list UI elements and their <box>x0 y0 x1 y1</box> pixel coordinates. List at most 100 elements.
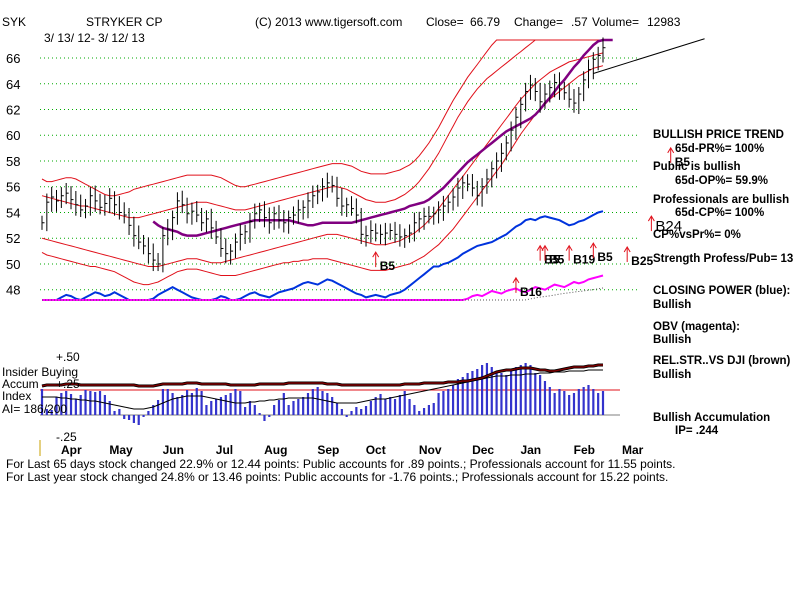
price-bands <box>41 39 604 286</box>
price-bar <box>433 206 437 225</box>
footer-65-days: For Last 65 days stock changed 22.9% or … <box>6 457 676 471</box>
price-tick-label: 58 <box>6 154 20 169</box>
price-bar <box>491 161 495 188</box>
month-label: Jan <box>520 443 541 457</box>
moving-average <box>152 38 613 237</box>
price-bar <box>481 178 485 207</box>
price-axis: 66 64 62 60 58 56 54 52 50 48 <box>6 51 20 298</box>
price-bar <box>578 86 582 115</box>
month-label: Jul <box>216 443 233 457</box>
price-bar <box>80 194 84 217</box>
price-bar <box>525 82 529 112</box>
cp-value: 65d-CP%= 100% <box>675 207 764 219</box>
price-bar <box>41 215 45 230</box>
price-bar <box>114 191 118 216</box>
price-bar <box>312 185 316 208</box>
month-label: May <box>109 443 133 457</box>
price-bar <box>322 178 325 202</box>
price-bar <box>268 207 272 234</box>
signal-arrow-head <box>372 251 380 258</box>
price-bar <box>399 224 403 247</box>
price-tick-label: 52 <box>6 231 20 246</box>
buy-signal: B5 <box>541 244 565 267</box>
price-bar <box>486 168 490 194</box>
price-bar <box>302 200 306 220</box>
price-bar <box>346 197 350 217</box>
price-tick-label: 64 <box>6 77 20 92</box>
price-bar <box>336 176 340 207</box>
strength-value: Strength Profess/Pub= 13 <box>653 253 793 265</box>
buy-signal: B16 <box>512 276 542 299</box>
signal-label: B5 <box>675 155 691 169</box>
price-bar <box>181 190 185 214</box>
price-bar <box>370 220 374 243</box>
price-tick-label: 48 <box>6 283 20 298</box>
price-bar <box>157 253 161 272</box>
price-bar <box>597 46 601 71</box>
price-bar <box>138 225 142 250</box>
price-bar <box>447 195 451 214</box>
price-bar <box>278 205 282 229</box>
price-bar <box>544 83 548 109</box>
price-bar <box>457 177 461 207</box>
price-bar <box>85 198 89 219</box>
price-bar <box>167 219 171 246</box>
change-value: .57 <box>571 15 588 29</box>
price-bar <box>428 206 432 224</box>
price-bar <box>510 121 514 152</box>
price-bar <box>210 208 214 239</box>
pr-value: 65d-PR%= 100% <box>675 143 764 155</box>
price-bar <box>244 224 248 245</box>
moving-average-line <box>152 38 613 237</box>
buy-signal: B5 <box>536 244 560 267</box>
price-bar <box>239 224 243 251</box>
signal-label: B5 <box>597 250 613 264</box>
footer-last-year: For Last year stock changed 24.8% or 13.… <box>6 470 668 484</box>
indicator-mid-label: +.25 <box>56 377 80 391</box>
price-bar <box>438 201 442 224</box>
ip-value: IP= .244 <box>675 425 719 437</box>
price-bar <box>500 143 504 172</box>
price-bar <box>471 173 475 197</box>
price-bar <box>75 190 79 216</box>
price-bars <box>41 37 606 273</box>
price-bar <box>230 244 234 265</box>
month-label: Jun <box>163 443 184 457</box>
obv-series <box>42 274 604 301</box>
price-bar <box>573 89 577 113</box>
month-label: Dec <box>472 443 494 457</box>
obv-line <box>42 274 604 301</box>
price-bar <box>201 207 205 232</box>
closing-power-value: Bullish <box>653 299 691 311</box>
close-value: 66.79 <box>470 15 500 29</box>
month-axis: Apr May Jun Jul Aug Sep Oct Nov Dec Jan Feb Mar <box>61 443 644 457</box>
signal-label: B19 <box>573 253 595 267</box>
signal-label: B5 <box>544 253 560 267</box>
price-bar <box>225 238 229 264</box>
ai-label: AI= 186/200 <box>2 402 67 416</box>
index-label: Index <box>2 389 31 403</box>
price-bar <box>539 82 543 113</box>
accum-label: Accum <box>2 377 39 391</box>
accumulation-title: Bullish Accumulation <box>653 412 770 424</box>
price-bar <box>384 222 388 246</box>
signal-label: B25 <box>631 254 653 268</box>
signal-arrow-head <box>512 276 520 284</box>
closing-power-line <box>42 210 604 302</box>
inner-lower-band-line <box>41 52 604 267</box>
price-bar <box>554 73 558 98</box>
signal-arrow-head <box>541 244 549 251</box>
price-bar <box>263 201 267 228</box>
price-bar <box>128 207 132 235</box>
price-bar <box>147 237 151 264</box>
price-bar <box>462 175 466 199</box>
price-bar <box>476 180 480 206</box>
price-tick-label: 50 <box>6 257 20 272</box>
relstr-title: REL.STR..VS DJI (brown) <box>653 355 791 367</box>
price-bar <box>496 152 500 179</box>
price-bar <box>375 223 379 242</box>
price-bar <box>94 185 98 212</box>
price-bar <box>341 188 345 216</box>
price-bar <box>558 72 562 100</box>
